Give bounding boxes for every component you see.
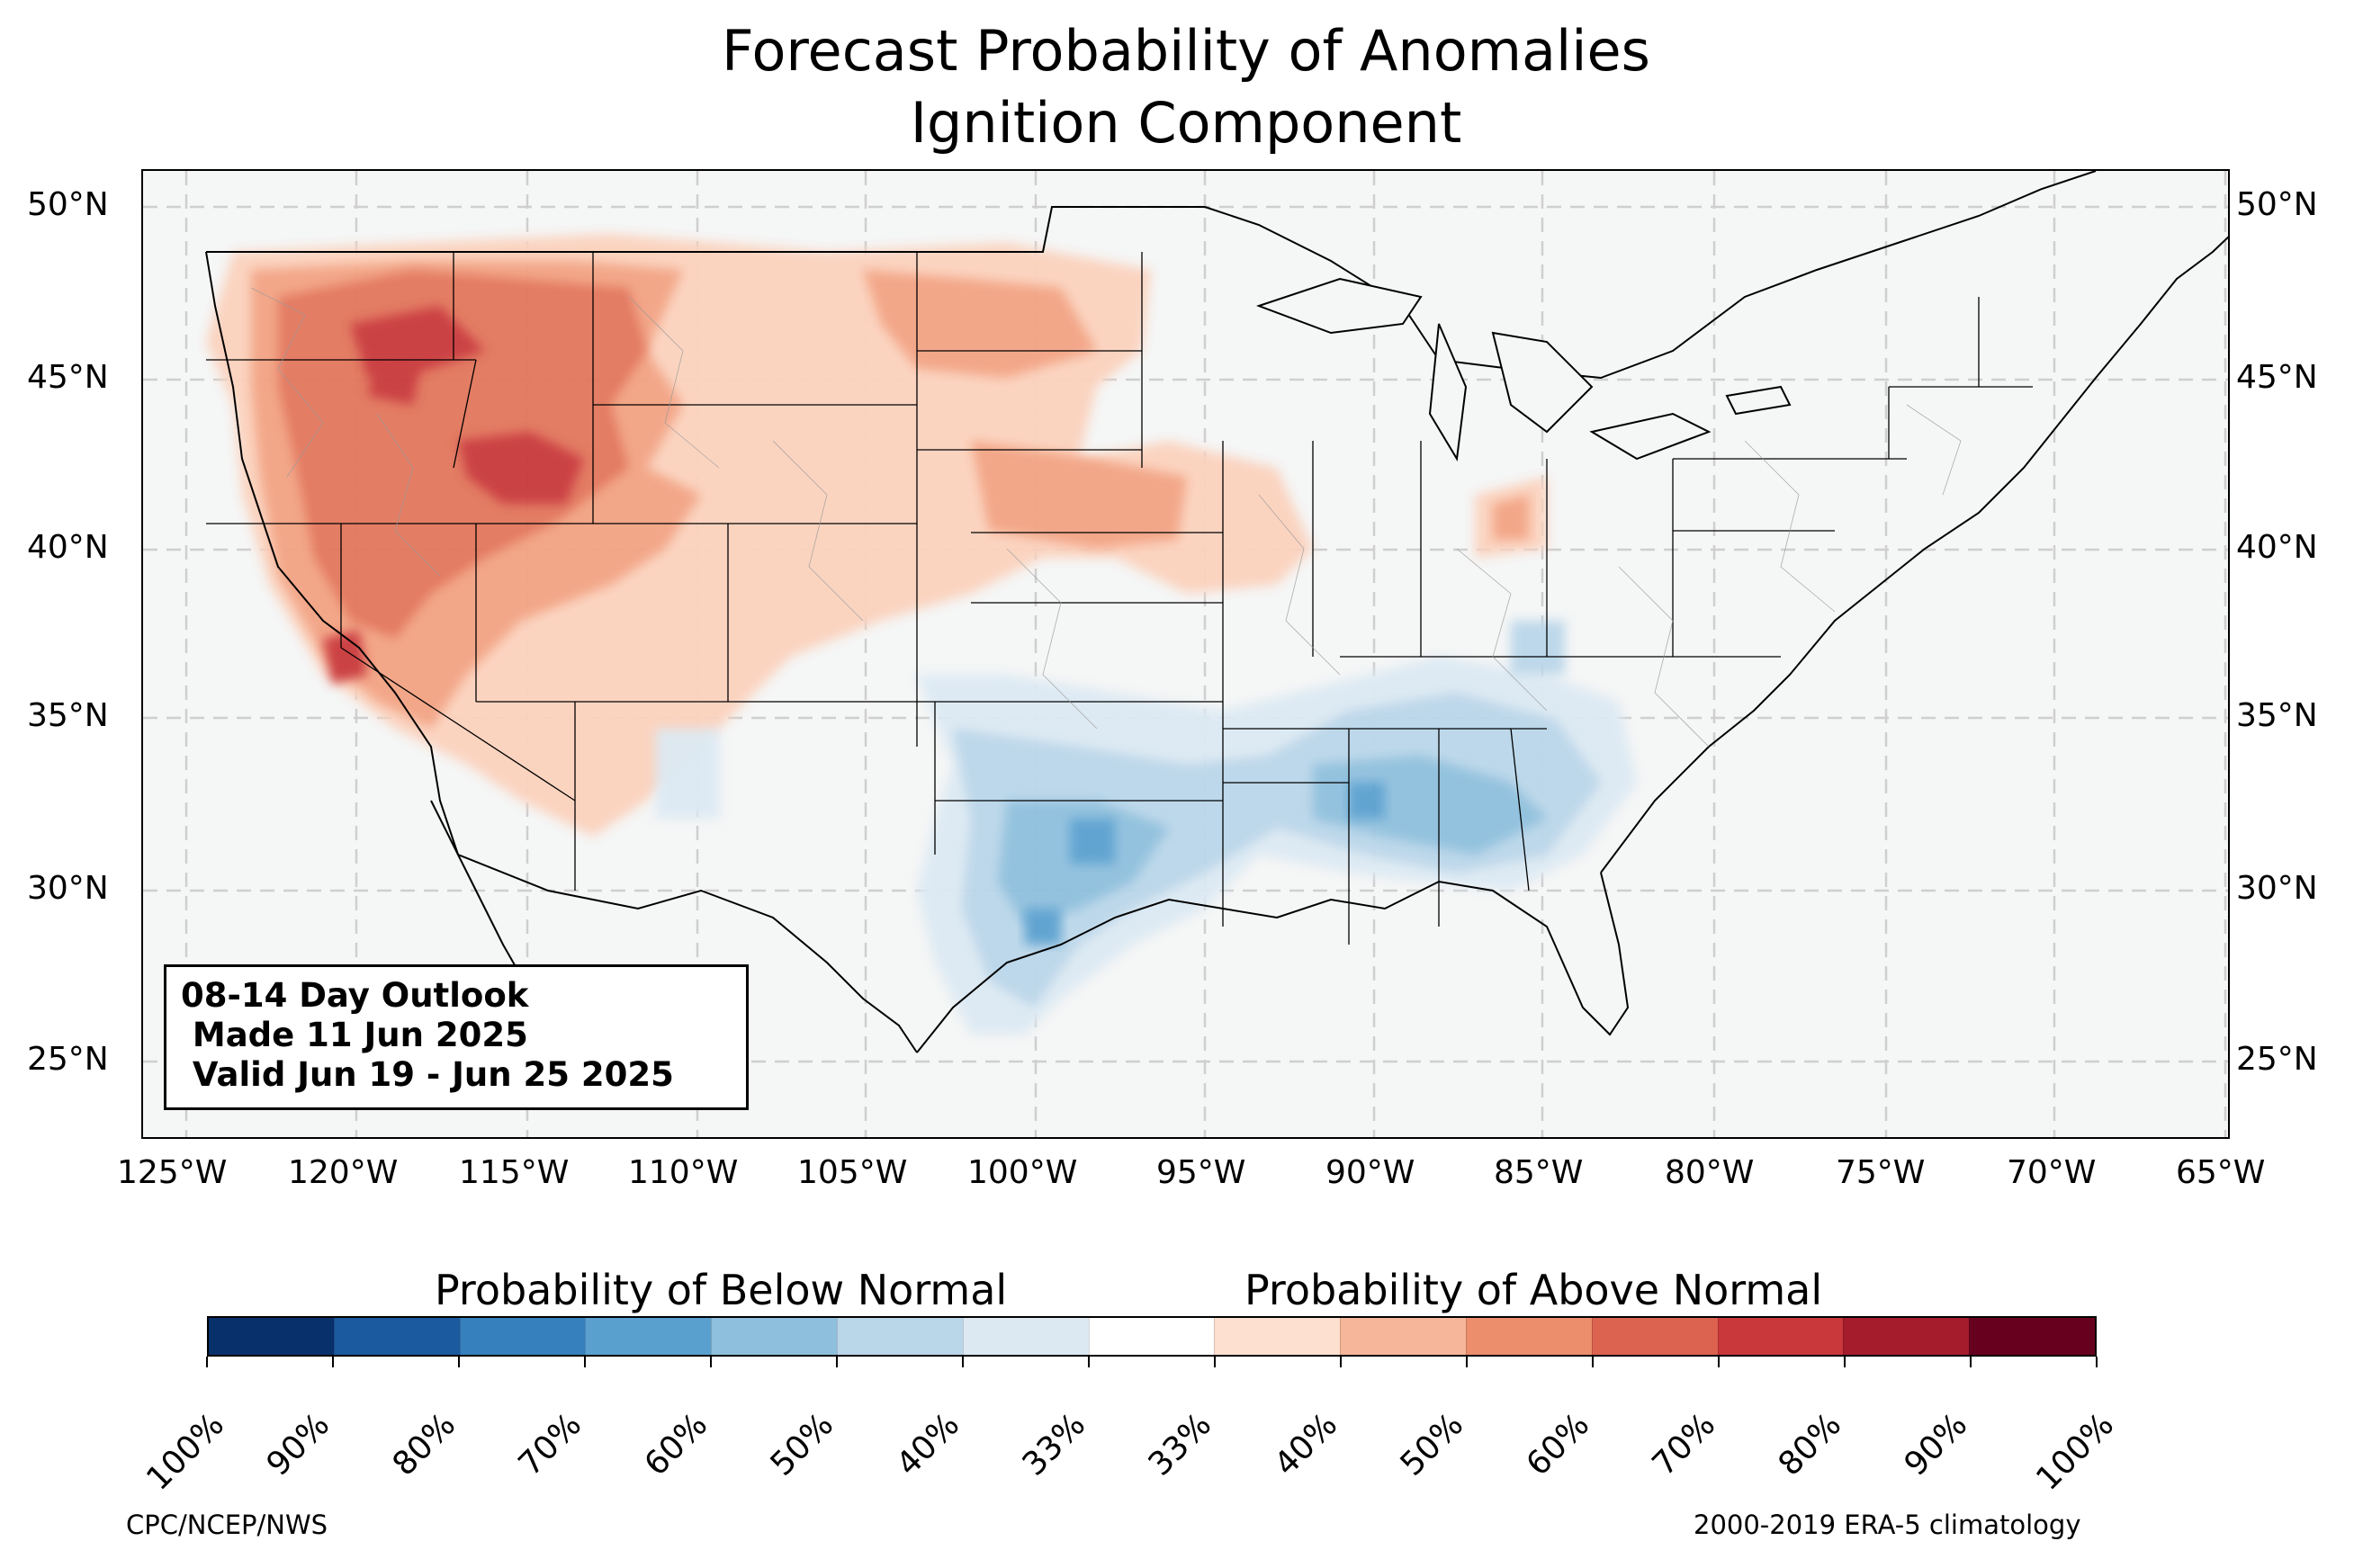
lat-label-right-35n: 35°N [2236, 697, 2318, 734]
lon-label-90w: 90°W [1325, 1154, 1415, 1191]
colorbar-tick-label: 70% [511, 1406, 589, 1483]
lon-label-80w: 80°W [1665, 1154, 1755, 1191]
lon-label-110w: 110°W [628, 1154, 739, 1191]
colorbar-tick-mark [584, 1357, 586, 1367]
colorbar-tick-mark [206, 1357, 208, 1367]
lat-label-45n: 45°N [27, 359, 109, 396]
lon-label-75w: 75°W [1836, 1154, 1926, 1191]
lon-label-100w: 100°W [967, 1154, 1078, 1191]
colorbar-segment-2 [459, 1318, 586, 1355]
colorbar-tick-label: 40% [889, 1406, 967, 1483]
lon-label-120w: 120°W [288, 1154, 399, 1191]
lat-label-30n: 30°N [27, 870, 109, 907]
colorbar-tick-label: 50% [763, 1406, 841, 1483]
colorbar-tick-label: 90% [1897, 1406, 1975, 1483]
colorbar-segment-0 [209, 1318, 334, 1355]
map-canvas [143, 171, 2228, 1137]
colorbar-tick-label: 60% [637, 1406, 715, 1483]
colorbar-segment-9 [1340, 1318, 1466, 1355]
colorbar-segment-7 [1088, 1318, 1215, 1355]
lon-label-65w: 65°W [2176, 1154, 2266, 1191]
colorbar-segment-13 [1843, 1318, 1970, 1355]
lat-label-right-25n: 25°N [2236, 1041, 2318, 1078]
outlook-made-date: Made 11 Jun 2025 [181, 1016, 528, 1054]
colorbar-tick-label: 50% [1393, 1406, 1471, 1483]
colorbar-tick-label: 40% [1267, 1406, 1345, 1483]
lon-label-85w: 85°W [1494, 1154, 1584, 1191]
lon-label-70w: 70°W [2007, 1154, 2097, 1191]
colorbar-segment-11 [1591, 1318, 1718, 1355]
colorbar-tick-mark [1088, 1357, 1090, 1367]
lon-label-95w: 95°W [1156, 1154, 1246, 1191]
colorbar-tick-mark [1718, 1357, 1720, 1367]
colorbar-segment-6 [962, 1318, 1089, 1355]
lat-label-50n: 50°N [27, 186, 109, 223]
colorbar-segment-14 [1969, 1318, 2095, 1355]
colorbar-tick-mark [1844, 1357, 1846, 1367]
colorbar-segment-12 [1717, 1318, 1844, 1355]
lon-label-105w: 105°W [797, 1154, 908, 1191]
colorbar-segment-5 [836, 1318, 963, 1355]
colorbar-below-label: Probability of Below Normal [435, 1266, 1008, 1314]
lat-label-40n: 40°N [27, 529, 109, 566]
colorbar-tick-label: 100% [139, 1406, 232, 1498]
colorbar-tick-label: 80% [1771, 1406, 1849, 1483]
lat-label-right-50n: 50°N [2236, 186, 2318, 223]
lat-label-25n: 25°N [27, 1041, 109, 1078]
credit-climatology: 2000-2019 ERA-5 climatology [1694, 1510, 2081, 1540]
colorbar-tick-label: 33% [1141, 1406, 1219, 1483]
colorbar-tick-mark [836, 1357, 838, 1367]
colorbar-tick-label: 100% [2029, 1406, 2122, 1498]
lat-label-right-45n: 45°N [2236, 359, 2318, 396]
below-normal-shading [656, 621, 1637, 1035]
colorbar-segment-1 [333, 1318, 460, 1355]
county-lines [250, 287, 1962, 748]
colorbar-tick-label: 33% [1015, 1406, 1093, 1483]
colorbar-tick-label: 90% [259, 1406, 337, 1483]
map-title-line1: Forecast Probability of Anomalies [722, 18, 1650, 84]
colorbar-tick-mark [1592, 1357, 1594, 1367]
colorbar-tick-label: 70% [1645, 1406, 1723, 1483]
lat-label-right-30n: 30°N [2236, 870, 2318, 907]
colorbar-above-label: Probability of Above Normal [1244, 1266, 1823, 1314]
colorbar-tick-mark [458, 1357, 460, 1367]
colorbar-tick-mark [2096, 1357, 2098, 1367]
lat-label-right-40n: 40°N [2236, 529, 2318, 566]
state-borders [206, 252, 2033, 945]
colorbar-segment-3 [585, 1318, 712, 1355]
country-borders [205, 171, 2228, 1053]
colorbar-tick-label: 80% [385, 1406, 463, 1483]
colorbar-tick-mark [1466, 1357, 1468, 1367]
colorbar-segment-8 [1214, 1318, 1341, 1355]
credit-agency: CPC/NCEP/NWS [126, 1510, 328, 1540]
colorbar-segment-10 [1465, 1318, 1592, 1355]
colorbar-tick-mark [1214, 1357, 1216, 1367]
colorbar-tick-mark [332, 1357, 334, 1367]
outlook-period: 08-14 Day Outlook [181, 976, 529, 1015]
colorbar-tick-mark [710, 1357, 712, 1367]
lon-label-115w: 115°W [459, 1154, 570, 1191]
colorbar [207, 1316, 2097, 1357]
colorbar-tick-mark [1340, 1357, 1342, 1367]
lon-label-125w: 125°W [117, 1154, 228, 1191]
colorbar-tick-mark [962, 1357, 964, 1367]
outlook-valid-dates: Valid Jun 19 - Jun 25 2025 [181, 1055, 674, 1094]
colorbar-tick-label: 60% [1519, 1406, 1597, 1483]
map-title-line2: Ignition Component [910, 90, 1462, 156]
colorbar-segment-4 [711, 1318, 837, 1355]
graticule [143, 171, 2228, 1137]
colorbar-tick-mark [1970, 1357, 1972, 1367]
lat-label-35n: 35°N [27, 697, 109, 734]
outlook-info-box: 08-14 Day Outlook Made 11 Jun 2025 Valid… [164, 964, 749, 1110]
above-normal-shading [206, 234, 1547, 837]
